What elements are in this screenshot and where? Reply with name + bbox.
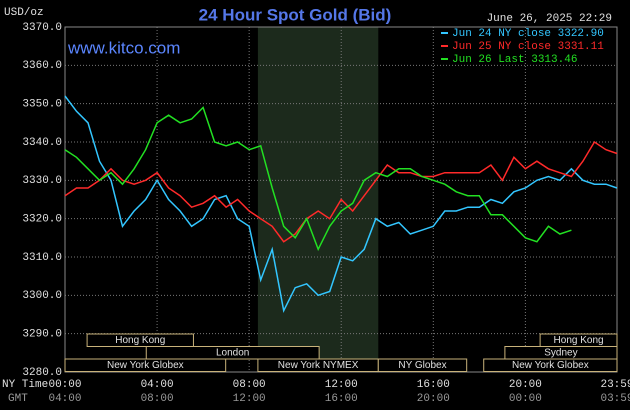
y-tick-label: 3340.0 bbox=[22, 137, 62, 149]
session-label: New York NYMEX bbox=[278, 360, 359, 371]
legend-label: Jun 26 Last 3313.46 bbox=[452, 54, 577, 66]
session-label: NY Globex bbox=[398, 360, 446, 371]
session-label: Hong Kong bbox=[554, 335, 604, 346]
session-label: Sydney bbox=[544, 348, 577, 359]
x2-tick-label: 12:00 bbox=[233, 393, 266, 405]
legend-label: Jun 24 NY close 3322.90 bbox=[452, 28, 604, 40]
y-tick-label: 3360.0 bbox=[22, 60, 62, 72]
series-line bbox=[64, 95, 618, 314]
y-axis-label: USD/oz bbox=[4, 7, 44, 19]
x2-tick-label: 03:59 bbox=[600, 393, 630, 405]
chart-title: 24 Hour Spot Gold (Bid) bbox=[199, 5, 392, 24]
x2-tick-label: 08:00 bbox=[141, 393, 174, 405]
session-label: New York Globex bbox=[512, 360, 589, 371]
watermark: www.kitco.com bbox=[67, 38, 180, 57]
x2-tick-label: 16:00 bbox=[325, 393, 358, 405]
x-tick-label: 08:00 bbox=[233, 379, 266, 391]
x-tick-label: 23:59 bbox=[600, 379, 630, 391]
timestamp: June 26, 2025 22:29 bbox=[487, 13, 612, 25]
series-line bbox=[64, 140, 618, 243]
y-tick-label: 3310.0 bbox=[22, 252, 62, 264]
x2-axis-label: GMT bbox=[8, 393, 28, 405]
series-line bbox=[64, 106, 572, 252]
x2-tick-label: 04:00 bbox=[48, 393, 81, 405]
session-label: Hong Kong bbox=[115, 335, 165, 346]
legend-label: Jun 25 NY close 3331.11 bbox=[452, 41, 604, 53]
session-label: New York Globex bbox=[107, 360, 184, 371]
session-label: London bbox=[216, 348, 249, 359]
y-tick-label: 3300.0 bbox=[22, 290, 62, 302]
x2-tick-label: 00:00 bbox=[509, 393, 542, 405]
session-box bbox=[64, 358, 227, 372]
y-tick-label: 3290.0 bbox=[22, 329, 62, 341]
x-tick-label: 16:00 bbox=[417, 379, 450, 391]
session-box bbox=[483, 358, 618, 372]
session-box bbox=[145, 346, 320, 360]
session-box bbox=[86, 333, 194, 347]
x-axis-label: NY Time bbox=[2, 379, 48, 391]
x-tick-label: 20:00 bbox=[509, 379, 542, 391]
shaded-range bbox=[257, 27, 379, 372]
x-tick-label: 00:00 bbox=[48, 379, 81, 391]
y-tick-label: 3330.0 bbox=[22, 175, 62, 187]
x-tick-label: 12:00 bbox=[325, 379, 358, 391]
y-tick-label: 3280.0 bbox=[22, 367, 62, 379]
x-tick-label: 04:00 bbox=[141, 379, 174, 391]
y-tick-label: 3370.0 bbox=[22, 22, 62, 34]
y-tick-label: 3320.0 bbox=[22, 214, 62, 226]
session-box bbox=[377, 358, 468, 372]
x2-tick-label: 20:00 bbox=[417, 393, 450, 405]
y-tick-label: 3350.0 bbox=[22, 99, 62, 111]
